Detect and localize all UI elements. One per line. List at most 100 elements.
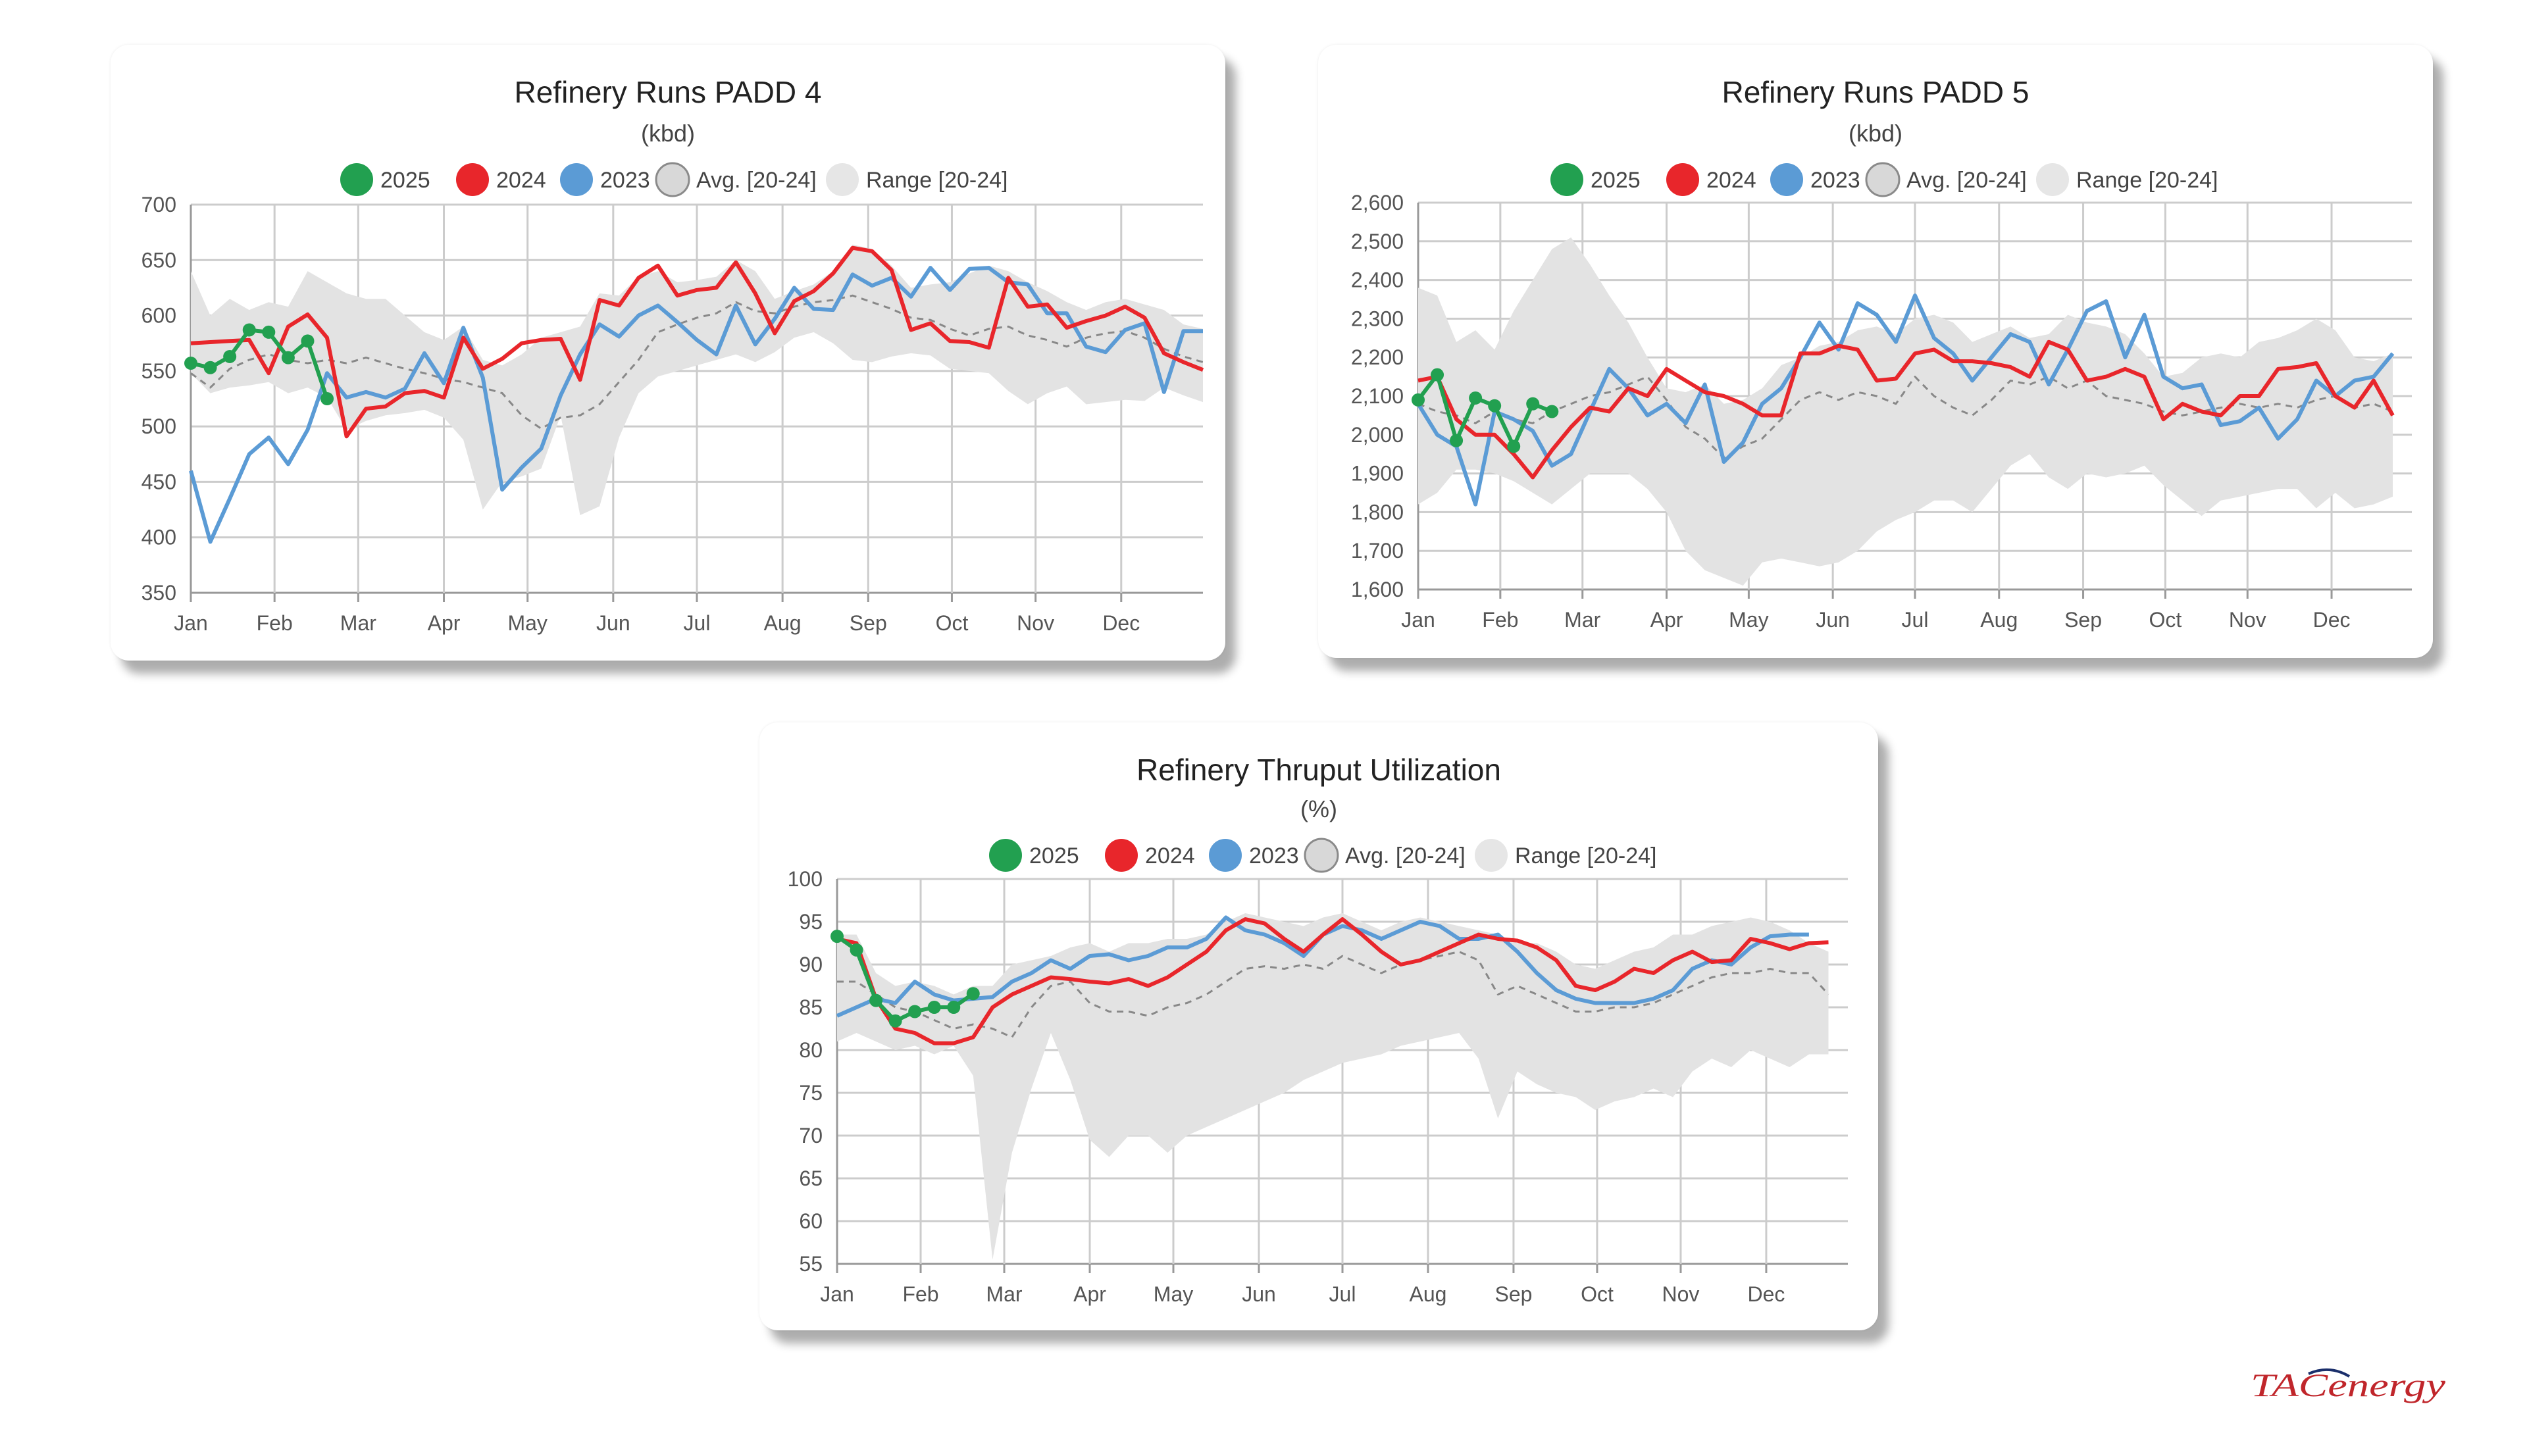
data-point-2025 [927, 1001, 941, 1014]
y-tick-label: 350 [141, 581, 176, 605]
chart-padd5: Refinery Runs PADD 5 (kbd) 2025 2024 2023 Avg… [1351, 75, 2412, 632]
legend-marker-2025[interactable] [989, 839, 1022, 872]
legend-marker-2023[interactable] [1770, 163, 1803, 196]
legend[interactable]: 2025 2024 2023 Avg. [20-24] Range [20-24] [340, 162, 1008, 197]
chart-title: Refinery Runs PADD 5 [1722, 75, 2029, 109]
y-tick-label: 2,300 [1351, 307, 1404, 330]
legend-marker-2025[interactable] [340, 163, 373, 196]
y-tick-label: 95 [799, 910, 823, 934]
x-tick-label: Jan [820, 1282, 854, 1306]
legend-marker-2024[interactable] [1666, 163, 1699, 196]
x-tick-label: Sep [1494, 1282, 1532, 1306]
chart-subtitle: (kbd) [1849, 120, 1902, 147]
legend-marker-avg-20-24-[interactable] [1304, 838, 1339, 873]
data-point-2025 [1545, 405, 1559, 418]
y-tick-label: 700 [141, 193, 176, 216]
series-line-2024 [836, 917, 1829, 1045]
x-tick-label: Aug [1980, 608, 2018, 632]
legend-label-2024[interactable]: 2024 [1706, 168, 1756, 193]
y-tick-label: 60 [799, 1209, 823, 1233]
legend-label-avg-20-24-[interactable]: Avg. [20-24] [1906, 168, 2027, 193]
data-point-2025 [830, 930, 844, 943]
y-tick-label: 2,100 [1351, 384, 1404, 408]
data-point-2025 [1431, 368, 1444, 382]
legend-marker-avg-20-24-[interactable] [1865, 162, 1901, 197]
tacenergy-logo: TACenergy [2251, 1367, 2446, 1403]
x-tick-label: Mar [1564, 608, 1600, 632]
range-band [191, 244, 1203, 515]
series-line-2024 [1417, 339, 2395, 480]
data-point-2025 [320, 392, 334, 405]
legend-marker-2024[interactable] [456, 163, 489, 196]
series-line-2025 [1416, 372, 1553, 449]
x-tick-label: Nov [1662, 1282, 1700, 1306]
chart-card-padd5: Refinery Runs PADD 5 (kbd) 2025 2024 2023 Avg… [1318, 45, 2433, 658]
legend-label-2024[interactable]: 2024 [496, 168, 546, 193]
x-tick-label: Oct [936, 611, 969, 635]
data-point-2025 [262, 325, 276, 339]
data-point-2025 [242, 323, 256, 337]
x-tick-label: Aug [1410, 1282, 1447, 1306]
x-tick-label: Apr [428, 611, 461, 635]
legend-label-avg-20-24-[interactable]: Avg. [20-24] [1345, 843, 1466, 868]
logo-text: TACenergy [2251, 1367, 2446, 1403]
legend-marker-2023[interactable] [560, 163, 593, 196]
data-point-2025 [888, 1014, 902, 1028]
y-axis: 1,600 1,700 1,800 1,900 2,000 2,100 2,200 2,300… [1351, 191, 1404, 601]
legend-label-range-20-24-[interactable]: Range [20-24] [866, 168, 1008, 193]
legend-label-2023[interactable]: 2023 [1810, 168, 1860, 193]
data-point-2025 [1412, 393, 1425, 407]
series-line-avg [190, 294, 1204, 430]
x-tick-label: Sep [2064, 608, 2102, 632]
legend-label-range-20-24-[interactable]: Range [20-24] [1515, 843, 1657, 868]
y-tick-label: 450 [141, 470, 176, 493]
data-point-2025 [1469, 391, 1483, 405]
data-point-2025 [1507, 439, 1521, 453]
data-point-2025 [223, 349, 237, 363]
x-tick-label: Feb [1482, 608, 1518, 632]
x-axis: Jan Feb Mar Apr May Jun Jul Aug Sep Oct Nov Dec [1401, 608, 2350, 632]
x-tick-label: May [1154, 1282, 1193, 1306]
x-tick-label: Feb [902, 1282, 938, 1306]
x-tick-label: Jul [1902, 608, 1929, 632]
data-point-2025 [203, 361, 217, 374]
chart-subtitle: (kbd) [641, 120, 695, 147]
legend-label-2023[interactable]: 2023 [1249, 843, 1299, 868]
chart-group: Refinery Runs PADD 5 (kbd) 2025 2024 2023 Avg… [1351, 75, 2412, 632]
x-tick-label: Sep [850, 611, 887, 635]
x-tick-label: Jan [1401, 608, 1435, 632]
legend-marker-range-20-24-[interactable] [826, 163, 859, 196]
legend-label-range-20-24-[interactable]: Range [20-24] [2076, 168, 2218, 193]
legend-marker-2025[interactable] [1550, 163, 1583, 196]
y-tick-label: 65 [799, 1167, 823, 1190]
legend-label-2024[interactable]: 2024 [1145, 843, 1195, 868]
y-tick-label: 650 [141, 248, 176, 272]
legend[interactable]: 2025 2024 2023 Avg. [20-24] Range [20-24] [1550, 162, 2218, 197]
legend-marker-2024[interactable] [1105, 839, 1138, 872]
x-axis: Jan Feb Mar Apr May Jun Jul Aug Sep Oct Nov Dec [820, 1282, 1785, 1306]
x-tick-label: Nov [1017, 611, 1054, 635]
y-tick-label: 2,000 [1351, 423, 1404, 447]
legend[interactable]: 2025 2024 2023 Avg. [20-24] Range [20-24] [989, 838, 1657, 873]
data-point-2025 [1488, 399, 1502, 413]
legend-marker-range-20-24-[interactable] [2036, 163, 2069, 196]
series-line-2023 [1416, 293, 2395, 507]
data-point-2025 [184, 357, 197, 370]
y-tick-label: 90 [799, 953, 823, 976]
y-tick-label: 70 [799, 1124, 823, 1147]
x-tick-label: Oct [1581, 1282, 1614, 1306]
x-tick-label: Nov [2229, 608, 2266, 632]
legend-label-2025[interactable]: 2025 [1029, 843, 1079, 868]
x-tick-label: Aug [764, 611, 802, 635]
y-tick-label: 1,700 [1351, 539, 1404, 563]
legend-marker-range-20-24-[interactable] [1475, 839, 1508, 872]
legend-label-2023[interactable]: 2023 [600, 168, 650, 193]
chart-group: Refinery Thruput Utilization(%)2025 2024 2… [788, 753, 1848, 1306]
legend-label-2025[interactable]: 2025 [1591, 168, 1641, 193]
legend-marker-2023[interactable] [1209, 839, 1242, 872]
legend-label-2025[interactable]: 2025 [380, 168, 430, 193]
data-point-2025 [1526, 397, 1540, 411]
legend-marker-avg-20-24-[interactable] [655, 162, 690, 197]
y-tick-label: 2,500 [1351, 230, 1404, 253]
legend-label-avg-20-24-[interactable]: Avg. [20-24] [696, 168, 817, 193]
